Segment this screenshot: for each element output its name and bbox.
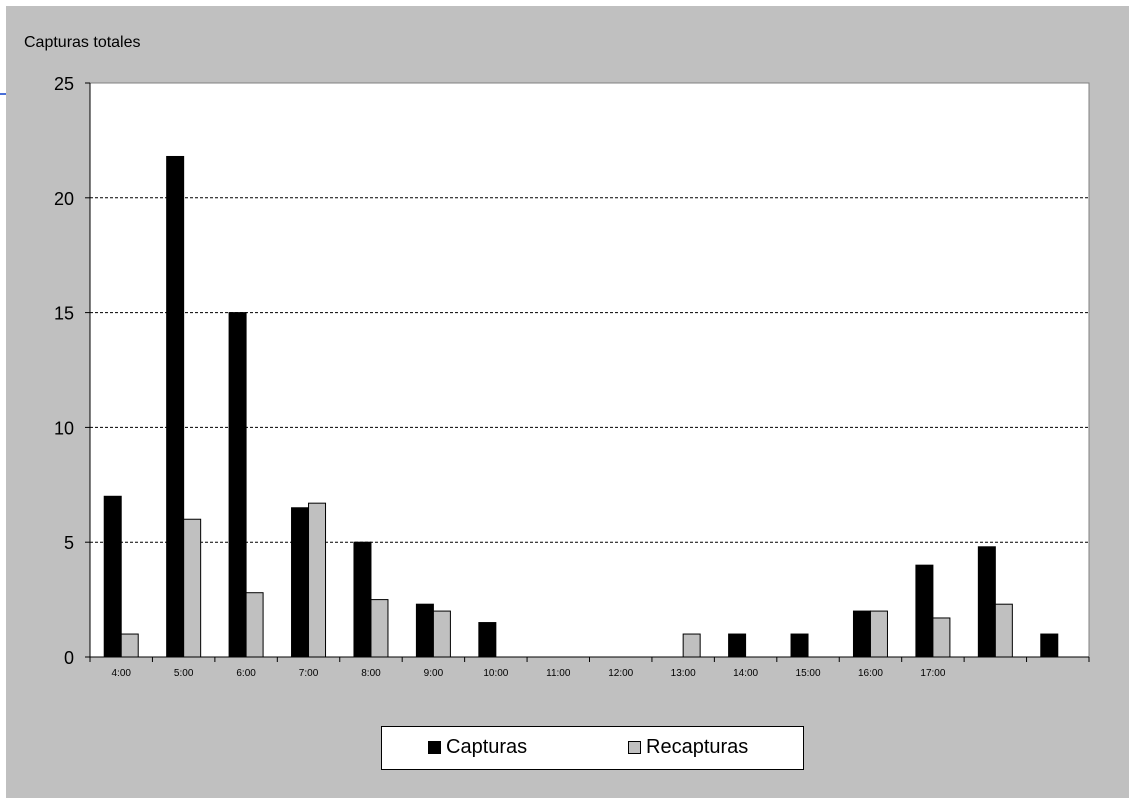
x-tick-label: 13:00 (671, 668, 696, 679)
y-tick-label: 20 (54, 189, 74, 209)
axes-group (85, 82, 1090, 662)
bar-recapturas (682, 633, 701, 658)
bar-capturas (103, 495, 122, 658)
x-tick-label: 14:00 (733, 668, 758, 679)
x-tick-label: 17:00 (920, 668, 945, 679)
y-tick-label: 15 (54, 304, 74, 324)
bar-recapturas (120, 633, 139, 658)
bar-capturas (478, 622, 497, 658)
x-tick-label: 16:00 (858, 668, 883, 679)
legend-item-capturas: Capturas (428, 736, 527, 759)
x-tick-label: 5:00 (174, 668, 194, 679)
bar-recapturas (183, 518, 202, 658)
page-margin (0, 0, 6, 798)
bar-capturas (228, 312, 247, 658)
bar-capturas (291, 507, 310, 658)
bar-capturas (353, 541, 372, 658)
bar-capturas (790, 633, 809, 658)
legend: Capturas Recapturas (381, 726, 804, 770)
y-tick-label: 5 (64, 533, 74, 553)
legend-item-recapturas: Recapturas (628, 736, 748, 759)
x-tick-label: 4:00 (111, 668, 131, 679)
legend-swatch-recapturas (628, 741, 641, 754)
y-tick-label: 25 (54, 74, 74, 94)
x-tick-label: 15:00 (796, 668, 821, 679)
selection-marker (0, 93, 6, 95)
bar-capturas (852, 610, 871, 658)
plot-area (89, 82, 1090, 658)
bar-capturas (166, 155, 185, 658)
x-tick-label: 9:00 (424, 668, 444, 679)
gridlines (90, 197, 1089, 543)
bar-recapturas (370, 599, 389, 658)
legend-swatch-capturas (428, 741, 441, 754)
bar-recapturas (994, 603, 1013, 658)
bar-recapturas (869, 610, 888, 658)
x-tick-label: 11:00 (546, 668, 571, 679)
bar-recapturas (432, 610, 451, 658)
bar-capturas (415, 603, 434, 658)
bar-capturas (915, 564, 934, 658)
y-axis-title: Capturas totales (24, 34, 141, 51)
legend-label-capturas: Capturas (446, 736, 528, 758)
x-tick-labels: 4:00 5:00 6:00 7:00 8:00 9:00 10:00 11:00 12:00 1… (111, 668, 945, 679)
y-tick-label: 10 (54, 418, 74, 438)
bar-capturas (977, 546, 996, 658)
legend-label-recapturas: Recapturas (646, 736, 749, 758)
bar-recapturas (245, 592, 264, 658)
x-tick-label: 8:00 (361, 668, 381, 679)
bars-group (103, 155, 1059, 658)
x-tick-label: 12:00 (608, 668, 633, 679)
bar-capturas (728, 633, 747, 658)
y-tick-label: 0 (64, 648, 74, 668)
x-tick-label: 6:00 (236, 668, 256, 679)
x-tick-label: 7:00 (299, 668, 319, 679)
x-tick-label: 10:00 (483, 668, 508, 679)
bar-recapturas (932, 617, 951, 658)
bar-capturas (1040, 633, 1059, 658)
bar-recapturas (308, 502, 327, 658)
y-tick-labels: 0 5 10 15 20 25 (54, 74, 74, 668)
